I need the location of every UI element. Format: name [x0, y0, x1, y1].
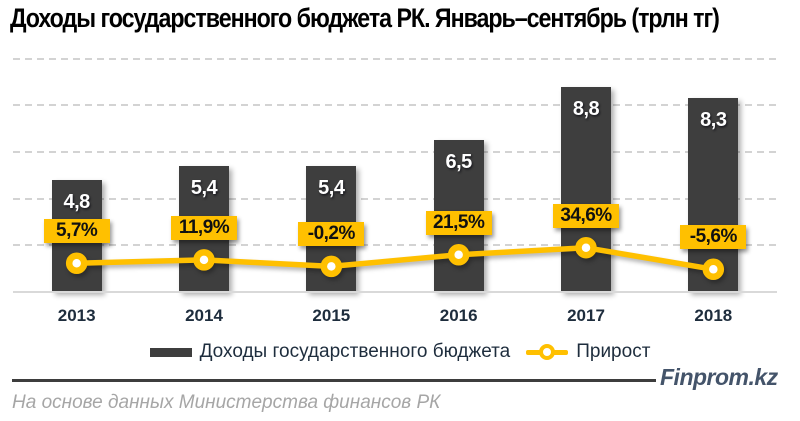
- growth-marker-2017: [575, 236, 597, 259]
- footer-separator: [12, 379, 656, 382]
- legend-bar-swatch: [149, 347, 192, 357]
- bar-value-2016: 6,5: [445, 151, 473, 174]
- source-note: На основе данных Министерства финансов Р…: [12, 392, 441, 413]
- x-axis-label-2018: 2018: [694, 306, 733, 325]
- gridline-10: [13, 57, 777, 60]
- growth-marker-2018: [702, 258, 725, 281]
- gridline-6: [13, 150, 777, 153]
- growth-line: [76, 244, 714, 273]
- gridline-4: [13, 197, 777, 200]
- x-axis-label-2013: 2013: [57, 306, 96, 325]
- growth-label-2015: -0,2%: [298, 222, 365, 247]
- x-axis-label-2015: 2015: [312, 306, 351, 325]
- chart-legend: Доходы государственного бюджета Прирост: [0, 341, 800, 363]
- growth-marker-2016: [447, 243, 470, 266]
- bar-value-2014: 5,4: [190, 176, 218, 199]
- gridline-8: [13, 104, 777, 107]
- growth-label-2013: 5,7%: [43, 219, 110, 244]
- growth-label-2016: 21,5%: [425, 210, 492, 235]
- growth-label-2018: -5,6%: [680, 225, 747, 250]
- legend-line-marker-icon: [539, 344, 556, 360]
- bar-value-2015: 5,4: [318, 176, 345, 199]
- growth-marker-2015: [320, 255, 343, 278]
- x-axis-line: [13, 291, 777, 293]
- chart-title: Доходы государственного бюджета РК. Янва…: [10, 3, 720, 33]
- legend-line-label: Прирост: [576, 341, 651, 362]
- x-axis-label-2016: 2016: [439, 306, 478, 325]
- x-axis-label-2014: 2014: [185, 306, 223, 325]
- bar-value-2018: 8,3: [700, 109, 727, 132]
- growth-label-2017: 34,6%: [553, 203, 619, 228]
- growth-marker-2014: [193, 249, 215, 271]
- gridline-2: [13, 244, 777, 247]
- bar-value-2017: 8,8: [572, 97, 600, 120]
- brand-logo: Finprom.kz: [660, 364, 778, 390]
- x-axis-label-2017: 2017: [567, 306, 605, 325]
- growth-label-2014: 11,9%: [171, 215, 237, 240]
- bar-value-2013: 4,8: [63, 190, 91, 213]
- legend-bar-label: Доходы государственного бюджета: [199, 341, 511, 362]
- growth-marker-2013: [65, 252, 88, 274]
- legend-line-swatch: [526, 342, 569, 362]
